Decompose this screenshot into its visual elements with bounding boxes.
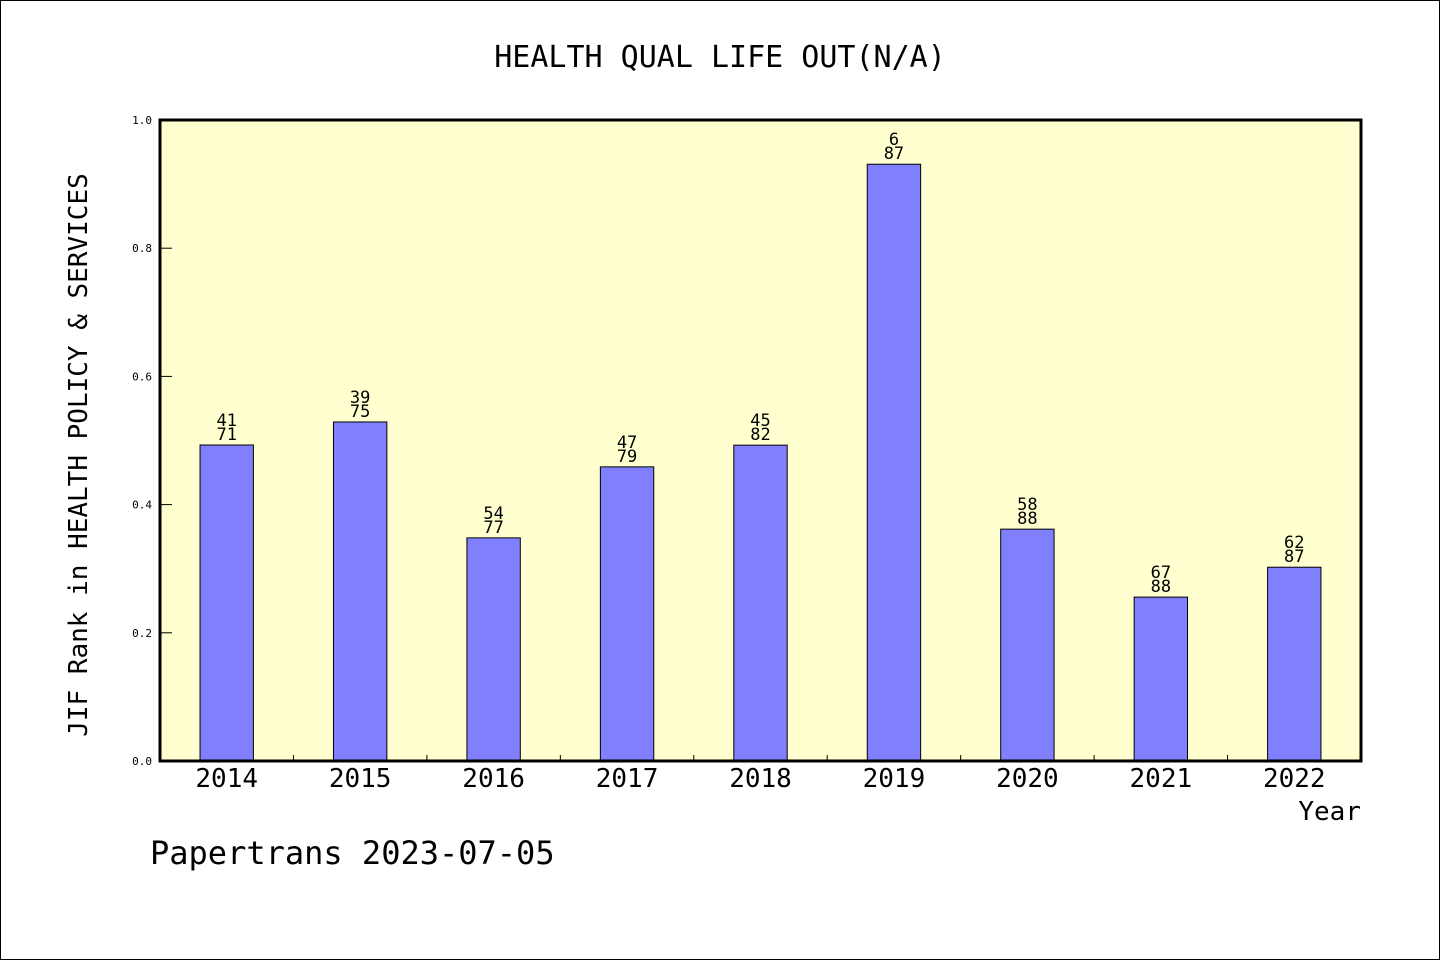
bar-label-rank: 6 [889, 130, 899, 150]
bar-2020 [1000, 528, 1055, 762]
y-tick-label: 1.0 [132, 114, 152, 127]
bar-label-total: 75 [350, 402, 370, 422]
bar-2021 [1133, 596, 1189, 762]
bar-2018 [733, 444, 788, 762]
x-tick-label: 2019 [863, 764, 926, 794]
bars-group [199, 163, 1322, 762]
footer-watermark: Papertrans 2023-07-05 [150, 834, 555, 872]
bar-2015 [332, 421, 388, 762]
bar-label-rank: 54 [483, 504, 503, 524]
x-tick-label: 2017 [596, 764, 659, 794]
bar-label-total: 88 [1151, 577, 1171, 597]
y-tick-label: 0.6 [132, 370, 152, 383]
bar-label-rank: 62 [1284, 533, 1304, 553]
bar-label-rank: 67 [1151, 563, 1171, 583]
x-tick-label: 2014 [195, 764, 258, 794]
x-axis: 2014 2015 2016 2017 2018 2019 2020 2021 2022 [195, 755, 1326, 794]
x-tick-label: 2018 [729, 764, 792, 794]
bar-2022 [1267, 566, 1322, 762]
x-tick-label: 2020 [996, 764, 1059, 794]
x-axis-label: Year [1298, 797, 1361, 827]
bar-2014 [199, 444, 254, 762]
bar-2019 [866, 163, 922, 762]
bar-label-total: 88 [1017, 509, 1037, 529]
bar-2016 [466, 537, 521, 762]
chart-title: HEALTH QUAL LIFE OUT(N/A) [494, 40, 946, 75]
x-tick-label: 2015 [329, 764, 392, 794]
y-axis-label: JIF Rank in HEALTH POLICY & SERVICES [64, 173, 94, 737]
y-tick-label: 0.0 [132, 755, 152, 768]
bar-label-total: 77 [483, 518, 503, 538]
x-tick-label: 2021 [1130, 764, 1193, 794]
bar-label-total: 87 [884, 144, 904, 164]
y-tick-label: 0.8 [132, 242, 152, 255]
bar-label-rank: 41 [216, 411, 236, 431]
y-tick-label: 0.2 [132, 627, 152, 640]
y-axis: 0.0 0.2 0.4 0.6 0.8 1.0 [132, 114, 172, 768]
bar-2017 [599, 466, 655, 762]
bar-label-total: 87 [1284, 547, 1304, 567]
y-tick-label: 0.4 [132, 499, 152, 512]
plot-border [158, 118, 1363, 763]
bar-label-rank: 45 [750, 411, 770, 431]
bar-label-rank: 47 [617, 433, 637, 453]
x-tick-label: 2016 [462, 764, 525, 794]
bar-label-rank: 58 [1017, 495, 1037, 515]
bar-label-total: 71 [216, 425, 236, 445]
bar-label-total: 79 [617, 447, 637, 467]
bar-label-total: 82 [750, 425, 770, 445]
x-tick-label: 2022 [1263, 764, 1326, 794]
bar-label-rank: 39 [350, 388, 370, 408]
